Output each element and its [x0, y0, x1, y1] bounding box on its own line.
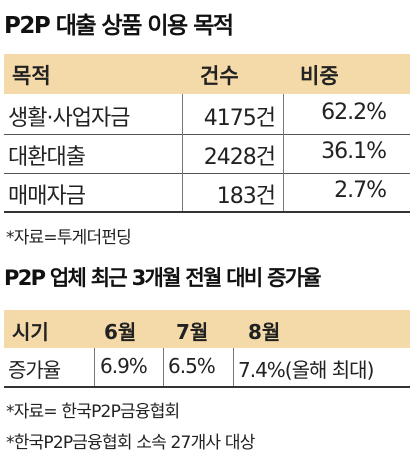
- table1-row-divider: [4, 134, 410, 135]
- table1-row2-share: 36.1%: [321, 139, 387, 164]
- table2-row-label: 증가율: [8, 358, 61, 382]
- table1-row3-share: 2.7%: [334, 178, 387, 203]
- table1-row2-count: 2428건: [203, 145, 276, 170]
- table1-row1-purpose: 생활·사업자금: [8, 106, 130, 131]
- table1-source-note: *자료=투게더펀딩: [6, 228, 132, 248]
- table1-row-divider: [4, 173, 410, 174]
- table1-row1-share: 62.2%: [321, 100, 387, 125]
- table2-scope-note: *한국P2P금융협회 소속 27개사 대상: [6, 433, 255, 453]
- table2-header-june: 6월: [104, 320, 137, 344]
- table1-header-purpose: 목적: [12, 64, 51, 88]
- table2-header-august: 8월: [248, 320, 281, 344]
- table1-title: P2P 대출 상품 이용 목적: [4, 13, 234, 39]
- table1-header-share: 비중: [300, 64, 339, 88]
- table1-row2-purpose: 대환대출: [8, 145, 86, 170]
- table2-august-value: 7.4%(올해 최대): [238, 358, 374, 382]
- table1-row3-count: 183건: [216, 184, 276, 209]
- table2-column-divider: [94, 348, 95, 386]
- table2-june-value: 6.9%: [100, 354, 148, 378]
- table1-bottom-rule: [4, 211, 410, 213]
- table2-header-period: 시기: [12, 320, 49, 344]
- table1-header-row: 목적 건수 비중: [4, 54, 410, 94]
- table2-source-note: *자료= 한국P2P금융협회: [6, 402, 180, 422]
- table2-column-divider: [163, 348, 164, 386]
- table1-row1-count: 4175건: [203, 106, 276, 131]
- table1-row3-purpose: 매매자금: [8, 184, 86, 209]
- table2-header-row: 시기 6월 7월 8월: [4, 310, 410, 348]
- table1-header-count: 건수: [200, 64, 239, 88]
- table2-header-july: 7월: [176, 320, 209, 344]
- table2-title: P2P 업체 최근 3개월 전월 대비 증가율: [4, 266, 322, 290]
- table1-column-divider: [283, 94, 284, 211]
- table2-column-divider: [233, 348, 234, 386]
- table2-july-value: 6.5%: [168, 354, 216, 378]
- table2-bottom-rule: [4, 386, 410, 388]
- table1-column-divider: [182, 94, 183, 211]
